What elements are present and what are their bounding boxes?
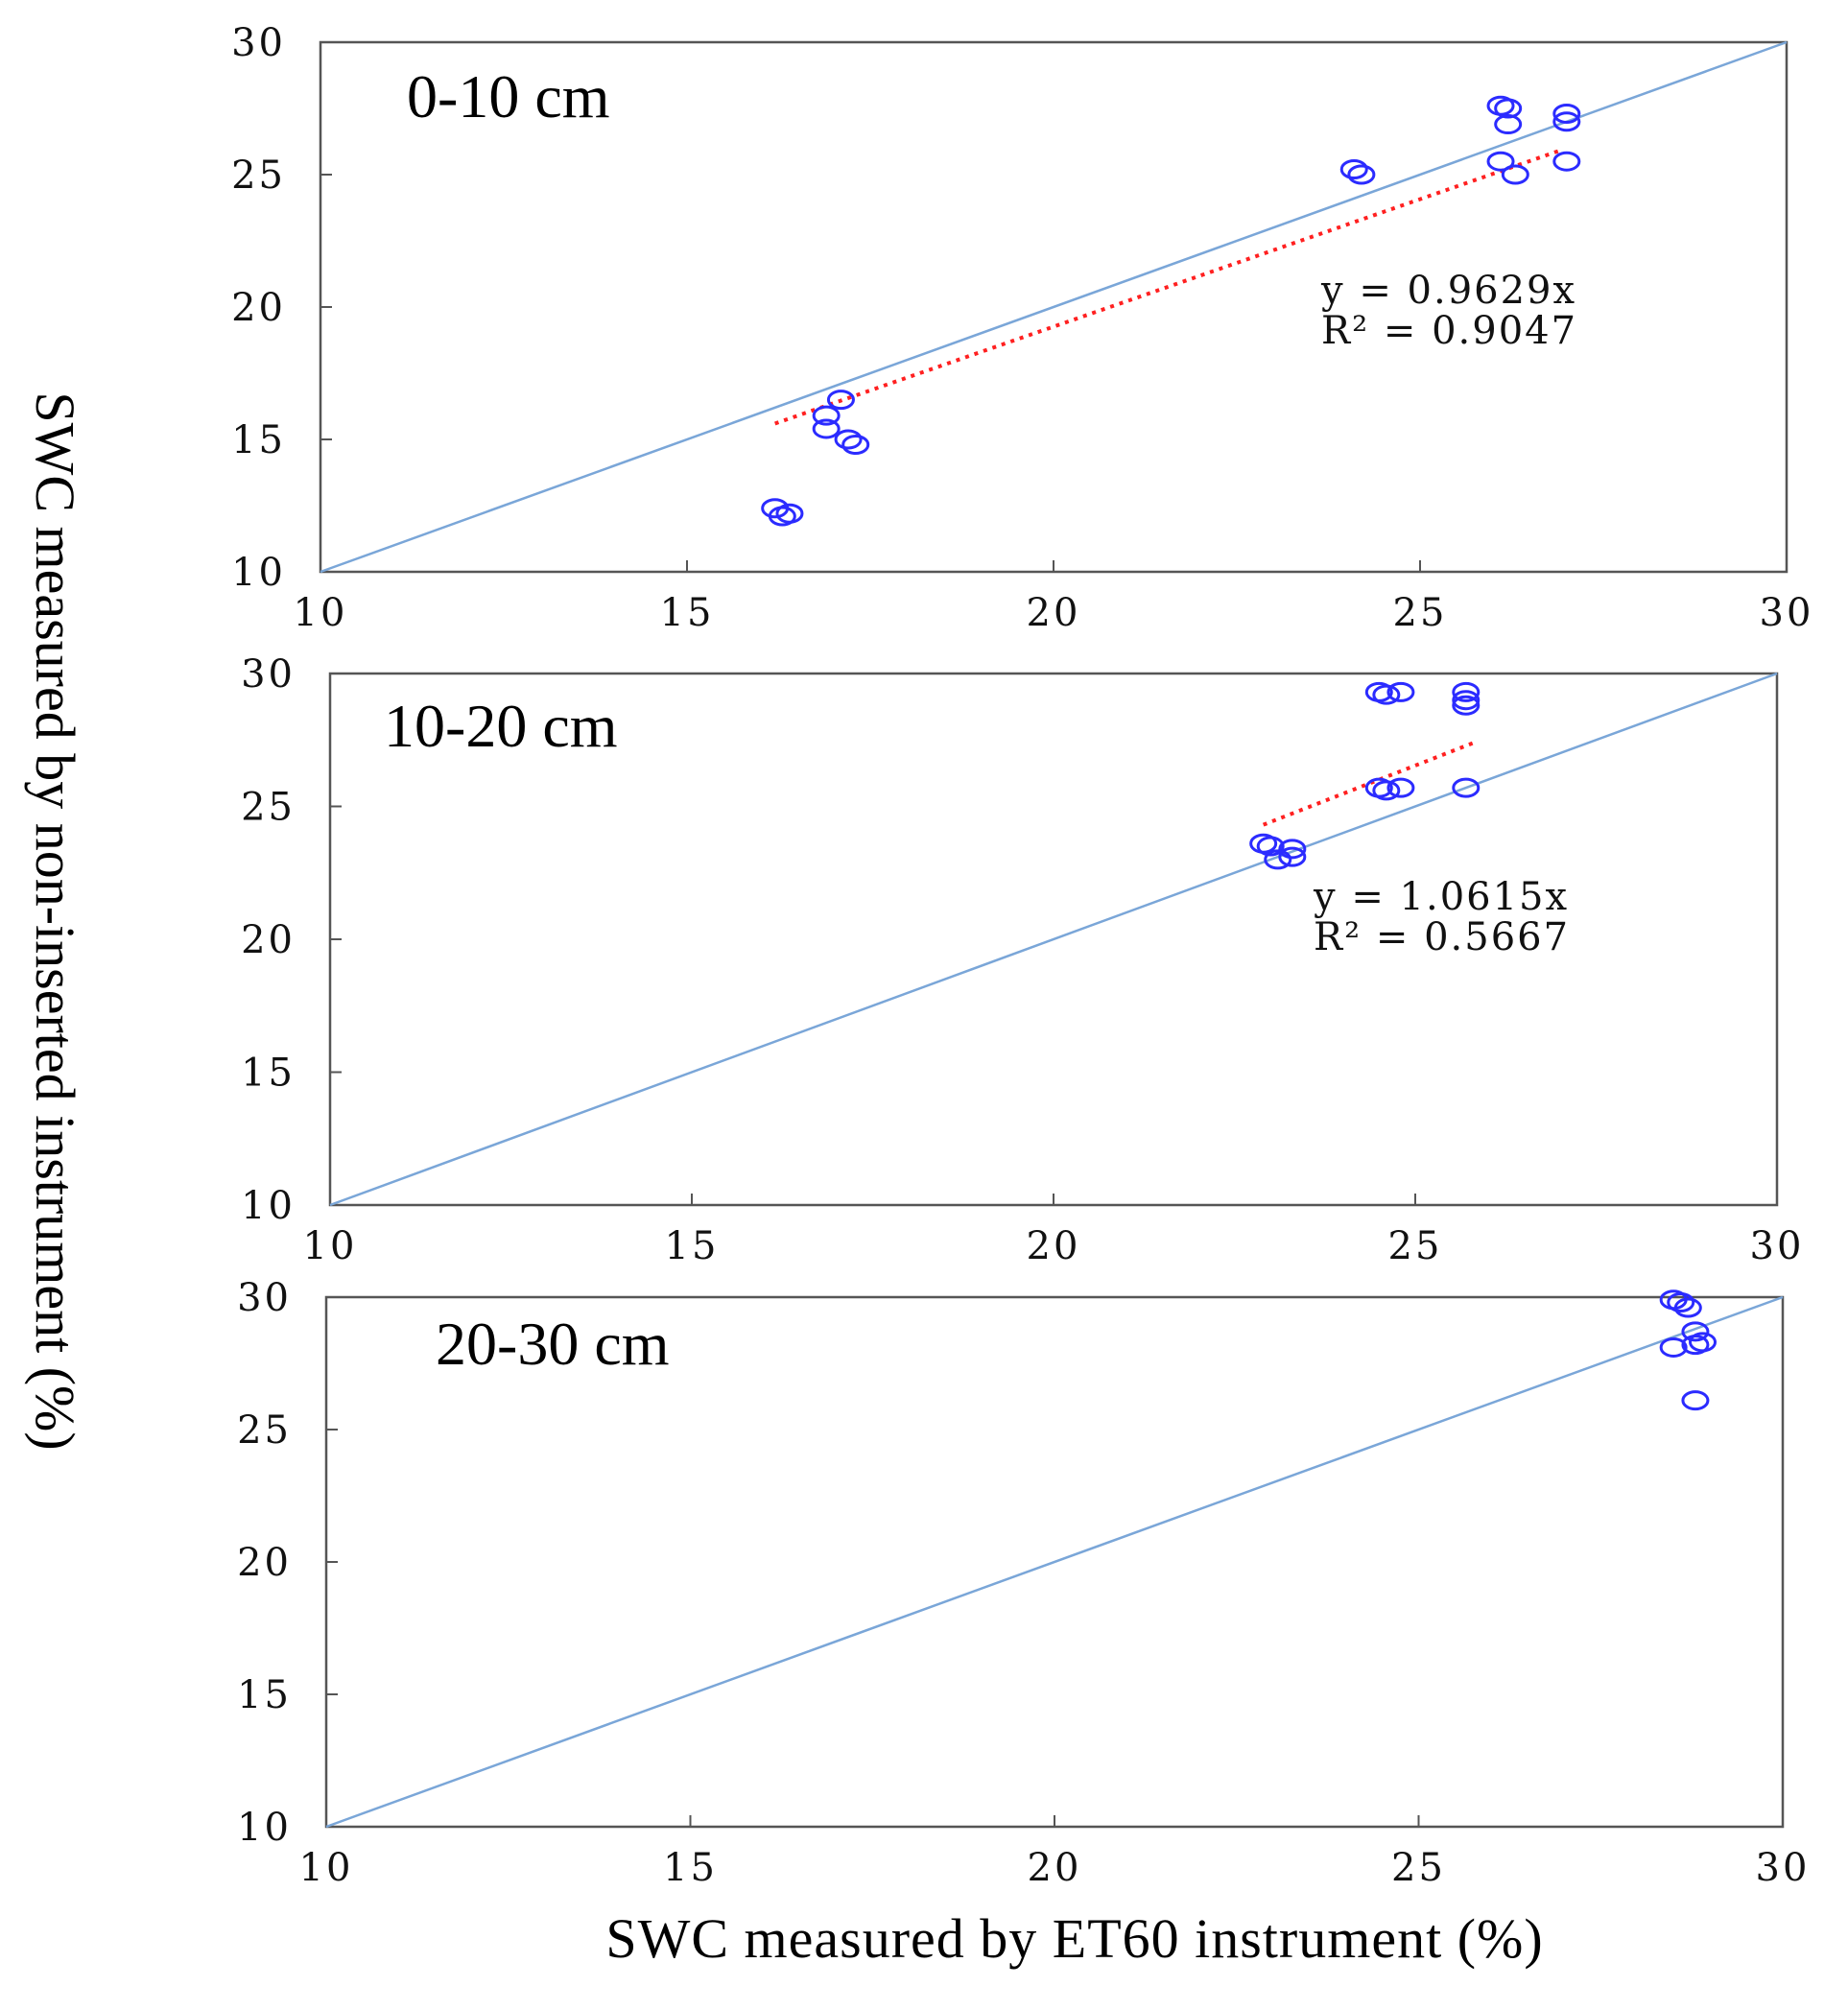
data-point (1486, 151, 1515, 172)
y-tick-label: 10 (237, 1806, 292, 1850)
fit-equation: y = 1.0615x (1313, 875, 1569, 919)
data-point (841, 435, 870, 456)
panel-title: 20-30 cm (436, 1310, 670, 1378)
x-tick-label: 30 (1756, 1846, 1811, 1890)
one-to-one-line (329, 672, 1778, 1207)
y-tick-label: 10 (241, 1184, 296, 1228)
y-tick-label: 10 (231, 551, 286, 595)
y-axis-title: SWC measured by non-inserted instrument … (24, 391, 86, 1450)
fit-r-squared: R² = 0.5667 (1314, 915, 1570, 959)
x-tick-label: 25 (1391, 1846, 1446, 1890)
panel-2: 10 15 20 25 30 10 15 20 25 30 10-20 cm y = 1.0615xR… (241, 652, 1805, 1268)
data-point (1659, 1336, 1688, 1358)
data-point (1452, 681, 1481, 702)
x-tick-label: 10 (303, 1224, 358, 1268)
data-point (1372, 684, 1401, 705)
data-point (1681, 1390, 1710, 1411)
one-to-one-line (325, 1295, 1784, 1829)
x-tick-label: 20 (1027, 591, 1081, 635)
y-tick-label: 30 (237, 1276, 292, 1320)
fit-line (774, 149, 1560, 426)
data-point (826, 390, 855, 411)
data-point (1339, 158, 1368, 179)
x-tick-label: 20 (1028, 1846, 1082, 1890)
data-point (1256, 836, 1285, 857)
x-tick-label: 15 (665, 1224, 720, 1268)
panel-title: 10-20 cm (384, 692, 618, 760)
x-tick-label: 10 (294, 591, 348, 635)
panel-3: 10 15 20 25 30 10 15 20 25 30 20-30 cm (237, 1276, 1811, 1890)
data-point (834, 429, 863, 450)
data-point (1264, 849, 1292, 870)
x-tick-label: 30 (1750, 1224, 1805, 1268)
data-point (812, 405, 841, 426)
data-point (1452, 777, 1481, 798)
data-point (1278, 839, 1307, 860)
y-tick-label: 15 (231, 418, 286, 462)
x-tick-label: 20 (1027, 1224, 1081, 1268)
fit-r-squared: R² = 0.9047 (1321, 309, 1577, 353)
y-tick-label: 20 (231, 286, 286, 330)
panel-1: 10 15 20 25 30 10 15 20 25 30 0-10 cm y = 0.9629xR²… (231, 21, 1814, 635)
data-point (775, 503, 804, 524)
x-tick-label: 15 (660, 591, 715, 635)
x-tick-label: 25 (1393, 591, 1448, 635)
data-point (1372, 780, 1401, 801)
data-point (1501, 164, 1529, 185)
data-point (1386, 777, 1415, 798)
x-tick-label: 15 (663, 1846, 718, 1890)
data-point (1278, 846, 1307, 867)
y-tick-label: 25 (237, 1408, 292, 1453)
data-point (1552, 104, 1581, 125)
data-point (1386, 681, 1415, 702)
data-point (812, 418, 841, 439)
y-tick-label: 30 (231, 21, 286, 65)
one-to-one-line (320, 40, 1788, 574)
data-point (1347, 164, 1376, 185)
data-point (1673, 1297, 1702, 1318)
y-tick-label: 25 (241, 786, 296, 830)
panel-title: 0-10 cm (407, 62, 610, 130)
y-tick-label: 30 (241, 652, 296, 697)
data-point (1552, 151, 1581, 172)
data-point (1552, 111, 1581, 132)
data-point (1667, 1292, 1695, 1313)
y-tick-label: 15 (241, 1052, 296, 1096)
y-tick-label: 25 (231, 154, 286, 198)
x-tick-label: 30 (1760, 591, 1814, 635)
data-point (1452, 695, 1481, 716)
data-point (1681, 1321, 1710, 1342)
x-axis-title: SWC measured by ET60 instrument (%) (605, 1907, 1543, 1970)
data-point (1452, 690, 1481, 711)
y-tick-label: 15 (237, 1673, 292, 1717)
x-tick-label: 10 (299, 1846, 354, 1890)
y-tick-label: 20 (241, 918, 296, 962)
data-point (1494, 114, 1523, 135)
y-tick-label: 20 (237, 1541, 292, 1585)
fit-equation: y = 0.9629x (1320, 269, 1576, 313)
x-tick-label: 25 (1388, 1224, 1443, 1268)
data-point (1689, 1332, 1718, 1353)
